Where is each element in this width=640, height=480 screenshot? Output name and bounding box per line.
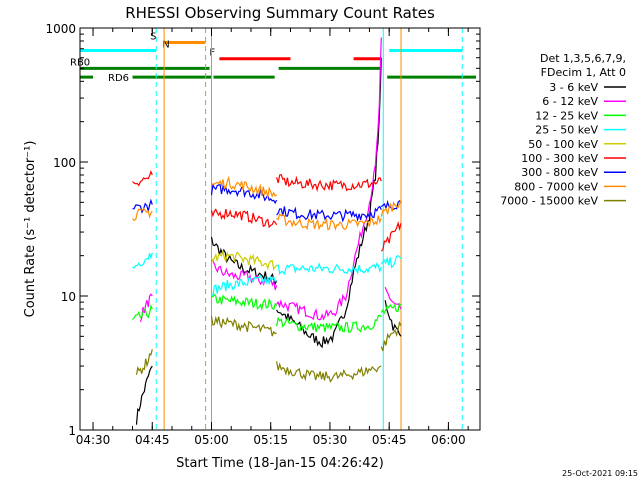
legend-entry-label: 6 - 12 keV: [542, 95, 598, 108]
timestamp: 25-Oct-2021 09:15: [562, 469, 638, 478]
series-line: [135, 365, 153, 425]
series-line: [276, 361, 382, 383]
legend-entry-label: 12 - 25 keV: [535, 109, 598, 122]
series-line: [276, 205, 382, 223]
legend-entry-label: 300 - 800 keV: [521, 166, 598, 179]
series-line: [380, 220, 402, 252]
y-tick-label: 10: [61, 290, 76, 304]
series-line: [276, 37, 382, 321]
legend-entry-label: 7000 - 15000 keV: [500, 195, 598, 208]
legend-entry-label: 100 - 300 keV: [521, 152, 598, 165]
y-tick-label: 100: [53, 156, 76, 170]
legend-entry-label: 3 - 6 keV: [549, 81, 598, 94]
x-tick-label: 04:45: [135, 433, 170, 447]
legend-entry-label: 800 - 7000 keV: [514, 180, 598, 193]
series-line: [210, 315, 277, 337]
series-line: [132, 252, 153, 269]
series-line: [384, 300, 402, 337]
series-line: [380, 199, 402, 217]
series-lines: [132, 37, 402, 425]
series-line: [211, 259, 278, 290]
chart-title: RHESSI Observing Summary Count Rates: [125, 4, 435, 22]
y-axis-label: Count Rate (s⁻¹ detector⁻¹): [23, 141, 38, 318]
series-line: [211, 293, 278, 312]
legend-header: Det 1,3,5,6,7,9,: [540, 52, 626, 65]
x-tick-label: 05:45: [372, 433, 407, 447]
vertical-markers: [79, 28, 463, 430]
flag-label-f: F: [209, 48, 215, 59]
series-line: [380, 320, 402, 352]
flag-label-s: S: [150, 31, 156, 42]
plot-frame: [79, 27, 481, 431]
series-line: [210, 182, 278, 205]
series-line: [276, 174, 382, 193]
x-tick-label: 05:15: [253, 433, 288, 447]
series-line: [384, 286, 402, 310]
series-line: [211, 175, 277, 198]
series-line: [276, 57, 382, 349]
series-line: [132, 304, 153, 320]
legend: Det 1,3,5,6,7,9,FDecim 1, Att 0 3 - 6 keV…: [500, 52, 626, 208]
flag-label-rd6: RD6: [108, 73, 129, 84]
legend-header: FDecim 1, Att 0: [541, 66, 626, 79]
series-line: [210, 208, 278, 229]
legend-entry-label: 25 - 50 keV: [535, 124, 598, 137]
series-line: [380, 254, 402, 269]
x-axis-label: Start Time (18-Jan-15 04:26:42): [176, 456, 384, 471]
legend-entry-label: 50 - 100 keV: [528, 138, 598, 151]
axes: 04:30 04:45 05:00 05:15 05:30 05:45 06:00 1 10 10…: [45, 22, 480, 447]
series-line: [276, 212, 382, 231]
flag-label-n: N: [162, 39, 169, 50]
x-tick-label: 04:30: [76, 433, 111, 447]
series-line: [132, 169, 153, 187]
y-tick-label: 1000: [45, 22, 76, 36]
series-line: [132, 198, 153, 214]
series-line: [276, 314, 382, 333]
series-line: [380, 302, 402, 315]
y-tick-label: 1: [68, 424, 76, 438]
series-line: [276, 262, 382, 276]
x-tick-label: 05:00: [194, 433, 229, 447]
series-line: [132, 207, 153, 222]
x-tick-label: 06:00: [431, 433, 466, 447]
series-line: [135, 349, 153, 375]
series-line: [210, 249, 278, 271]
series-line: [211, 274, 277, 296]
x-tick-label: 05:30: [313, 433, 348, 447]
